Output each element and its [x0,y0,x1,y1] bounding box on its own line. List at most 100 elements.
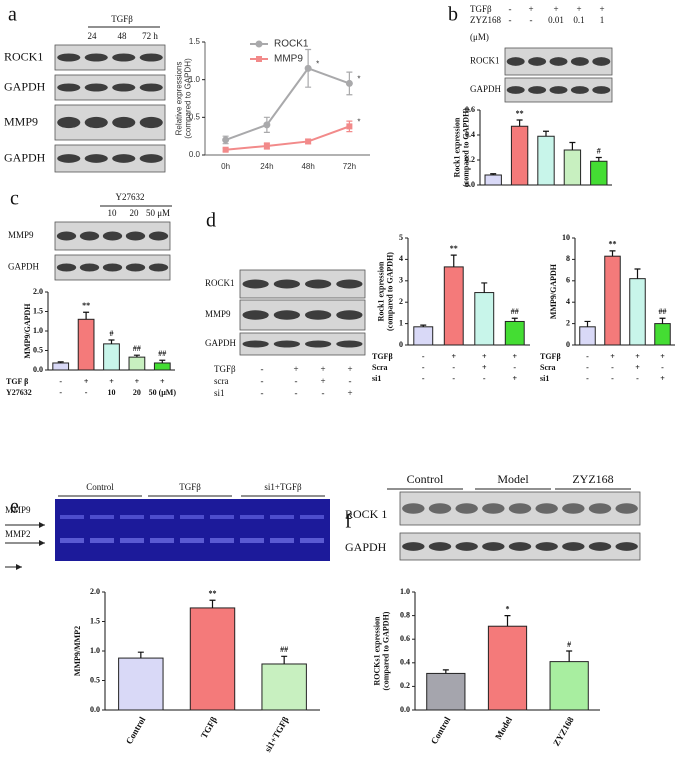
condition-mark: - [322,388,325,398]
condition-mark: + [660,374,665,383]
error-bar [569,141,576,150]
blot-band [549,57,568,66]
condition-mark: - [586,374,589,383]
blot-band [139,116,163,129]
zymogram-band [90,515,114,519]
blot-band [455,503,478,514]
condition-mark: + [320,376,325,386]
condition-mark: + [576,4,581,14]
y-tick-label: 0.5 [33,345,43,354]
condition-label: TGF β [6,377,28,386]
blot-band [112,116,136,129]
blot-band [57,83,81,92]
treatment: Y27632 [116,192,145,202]
bar [579,326,596,346]
y-tick-label: 2.0 [33,287,43,296]
panel-letter: b [448,4,458,26]
zymogram-band [210,538,234,543]
error-bar [133,354,140,358]
y-axis-label: Relative expressions [175,62,184,136]
blot-label: GAPDH [4,150,46,164]
blot-band [242,279,269,289]
point [263,121,271,129]
condition-mark: - [261,364,264,374]
blot-label: GAPDH [470,84,502,94]
blot [239,332,366,356]
zymogram-band [270,515,294,519]
bar [189,607,236,711]
y-axis-label: Rock1 expression [452,117,461,177]
blot-label: MMP9 [205,309,231,319]
error-bar [511,317,518,322]
blot-band [57,116,81,129]
condition-label: TGFβ [372,352,393,361]
blot-label: GAPDH [205,338,237,348]
condition-mark: + [660,352,665,361]
blot-band [305,340,332,348]
y-tick-label: 0.5 [189,112,201,121]
panel-letter: a [8,4,17,26]
error-bar [504,615,511,627]
y-tick-label: 2 [399,297,403,306]
bar [103,343,120,371]
condition-mark: - [422,352,425,361]
blot-label: GAPDH [4,79,46,93]
group-label: Control [407,472,444,486]
y-tick-label: 6 [566,276,570,285]
y-tick-label: 0.6 [465,105,475,114]
condition-mark: - [611,374,614,383]
time-label: 72 h [142,31,158,41]
bar [484,174,502,186]
blot-band [57,53,81,62]
y-tick-label: 1 [399,318,403,327]
blot-label: GAPDH [8,262,40,272]
y-axis-label: (compared to GAPDH) [385,252,394,331]
error-bar [209,599,216,608]
panel-letter: e [10,496,19,518]
blot-label: GAPDH [345,540,387,554]
bar [426,672,466,711]
significance: * [316,59,319,68]
blot-band [402,542,425,551]
y-tick-label: 0.0 [189,150,201,159]
y-tick-label: 8 [566,254,570,263]
point [222,146,229,153]
error-bar [490,173,497,175]
band-label: MMP2 [5,529,31,539]
y-tick-label: 0 [399,340,403,349]
significance: # [597,146,601,155]
condition-mark: - [422,374,425,383]
bar [413,326,434,346]
condition-mark: + [347,388,352,398]
blot-band [336,340,363,348]
bar [537,135,555,186]
condition-mark: - [509,15,512,25]
blot-band [508,542,532,551]
condition-mark: + [160,377,165,386]
zymogram-band [180,515,204,519]
blot-band [482,503,505,514]
group-label: si1+TGFβ [264,482,302,492]
blot-band [305,310,332,320]
condition-mark: 0.1 [573,15,584,25]
blot-label: MMP9 [8,230,34,240]
dose-label: 10 [108,208,118,218]
dose-label: 50 μM [146,208,170,218]
bar [510,125,529,186]
blot-band [570,57,589,66]
y-tick-label: 1.0 [90,646,100,655]
significance: * [506,604,510,613]
error-bar [584,320,591,327]
bar [654,323,671,346]
error-bar [420,324,427,327]
condition-mark: - [295,376,298,386]
condition-label: Scra [372,363,388,372]
bar [153,362,171,371]
condition-mark: 50 (μM) [149,388,177,397]
error-bar [634,268,641,279]
bar [474,292,495,346]
error-bar [159,359,166,363]
blot-band [592,86,611,94]
error-bar [595,156,602,162]
blot-band [139,83,163,92]
